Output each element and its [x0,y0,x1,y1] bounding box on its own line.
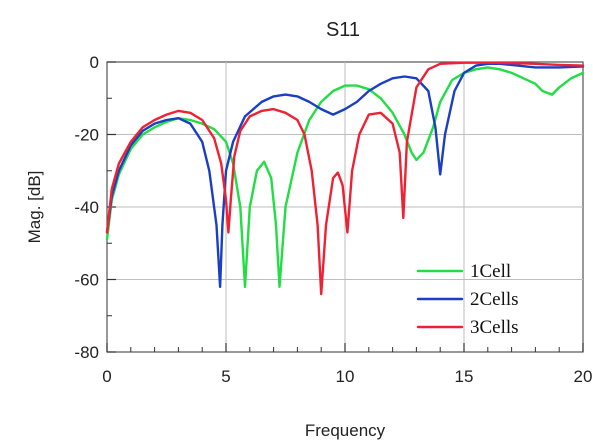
series-group [105,61,585,296]
x-tick-label-2: 10 [336,367,355,386]
y-tick-label-3: -60 [74,271,99,290]
series-line-3cells [105,61,585,296]
x-tick-labels: 0 5 10 15 20 [102,367,592,386]
legend: 1Cell 2Cells 3Cells [416,261,519,338]
y-tick-label-4: -80 [74,343,99,362]
x-axis-label: Frequency [305,421,386,440]
y-tick-label-2: -40 [74,198,99,217]
y-tick-label-0: 0 [90,53,99,72]
x-tick-label-1: 5 [221,367,230,386]
y-tick-labels: 0 -20 -40 -60 -80 [74,53,99,362]
y-axis-label: Mag. [dB] [25,171,44,244]
legend-label-1cell: 1Cell [470,261,511,282]
axis-ticks [106,61,584,353]
chart-title: S11 [326,19,360,41]
legend-label-2cells: 2Cells [470,289,519,310]
series-line-2cells [105,62,585,288]
legend-label-3cells: 3Cells [470,317,519,338]
x-tick-label-4: 20 [574,367,593,386]
x-tick-label-3: 15 [455,367,474,386]
x-tick-label-0: 0 [102,367,111,386]
series-line-1cell [105,66,585,288]
y-tick-label-1: -20 [74,126,99,145]
